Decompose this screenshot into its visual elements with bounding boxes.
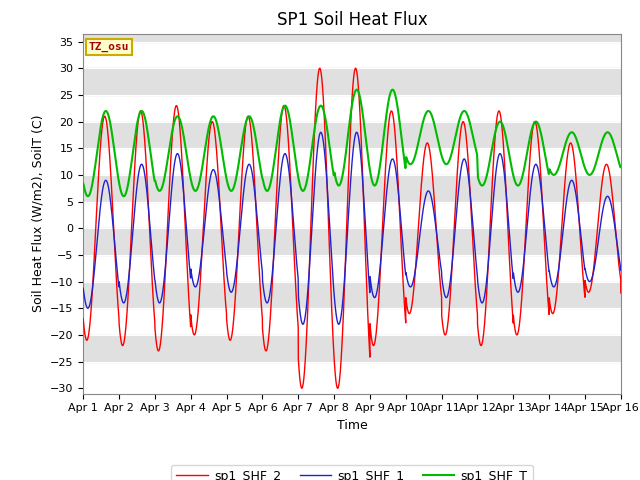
Title: SP1 Soil Heat Flux: SP1 Soil Heat Flux	[276, 11, 428, 29]
Bar	[83, 121, 621, 148]
Text: TZ_osu: TZ_osu	[88, 42, 129, 52]
sp1_SHF_1	[488, 220, 495, 226]
sp1_SHF_2	[334, 385, 342, 391]
Bar	[83, 68, 621, 95]
sp1_SHF_1	[334, 320, 342, 326]
sp1_SHF_1	[595, 238, 602, 244]
X-axis label: Time: Time	[337, 419, 367, 432]
Bar	[83, 15, 621, 42]
Bar	[83, 282, 621, 308]
sp1_SHF_T	[617, 164, 625, 170]
sp1_SHF_2	[488, 195, 495, 201]
sp1_SHF_2	[298, 385, 306, 391]
sp1_SHF_1	[588, 276, 595, 282]
sp1_SHF_2	[472, 298, 480, 303]
sp1_SHF_1	[617, 267, 625, 273]
Line: sp1_SHF_1: sp1_SHF_1	[83, 132, 621, 324]
Bar	[83, 228, 621, 255]
Line: sp1_SHF_2: sp1_SHF_2	[83, 68, 621, 388]
sp1_SHF_1	[262, 299, 269, 304]
Y-axis label: Soil Heat Flux (W/m2), SoilT (C): Soil Heat Flux (W/m2), SoilT (C)	[31, 115, 44, 312]
sp1_SHF_T	[595, 152, 602, 157]
sp1_SHF_1	[317, 130, 324, 135]
sp1_SHF_1	[299, 322, 307, 327]
Bar	[83, 335, 621, 361]
sp1_SHF_T	[262, 187, 270, 193]
sp1_SHF_T	[488, 149, 495, 155]
sp1_SHF_T	[79, 181, 87, 187]
Bar	[83, 175, 621, 202]
sp1_SHF_2	[617, 290, 625, 296]
sp1_SHF_2	[588, 280, 595, 286]
sp1_SHF_2	[262, 348, 269, 354]
Line: sp1_SHF_T: sp1_SHF_T	[83, 90, 621, 196]
sp1_SHF_T	[588, 171, 595, 177]
sp1_SHF_2	[316, 65, 324, 71]
Legend: sp1_SHF_2, sp1_SHF_1, sp1_SHF_T: sp1_SHF_2, sp1_SHF_1, sp1_SHF_T	[172, 465, 532, 480]
sp1_SHF_T	[388, 87, 396, 93]
sp1_SHF_1	[472, 262, 480, 268]
sp1_SHF_2	[595, 216, 602, 222]
sp1_SHF_T	[334, 182, 342, 188]
sp1_SHF_T	[472, 149, 480, 155]
sp1_SHF_2	[79, 316, 87, 322]
sp1_SHF_1	[79, 286, 87, 291]
sp1_SHF_T	[84, 193, 92, 199]
